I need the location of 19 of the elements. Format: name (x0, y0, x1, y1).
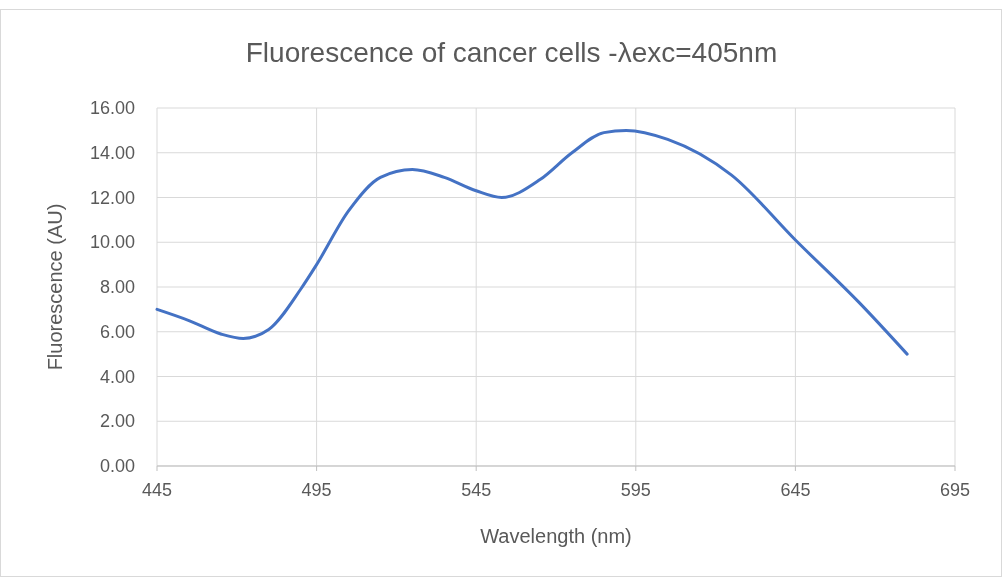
x-tick-label: 645 (780, 480, 811, 500)
y-tick-label: 4.00 (99, 366, 135, 387)
y-tick-label: 12.00 (89, 187, 135, 208)
x-tick-label: 445 (141, 480, 173, 500)
x-tick-label: 545 (461, 480, 492, 500)
y-tick-label: 16.00 (89, 98, 135, 118)
y-tick-label: 10.00 (89, 232, 135, 253)
x-tick-label: 695 (939, 480, 971, 500)
x-axis-title: Wavelength (nm) (480, 525, 632, 547)
y-axis-title: Fluorescence (AU) (44, 203, 66, 371)
x-tick-label: 495 (301, 480, 332, 500)
y-tick-label: 14.00 (89, 142, 135, 163)
y-tick-label: 6.00 (99, 321, 135, 342)
x-tick-label: 595 (620, 480, 651, 500)
line-series (155, 128, 909, 356)
y-tick-label: 8.00 (99, 277, 135, 297)
chart-title: Fluorescence of cancer cells -λexc=405nm (245, 37, 778, 68)
y-tick-label: 0.00 (99, 456, 135, 476)
y-tick-label: 2.00 (99, 411, 135, 432)
